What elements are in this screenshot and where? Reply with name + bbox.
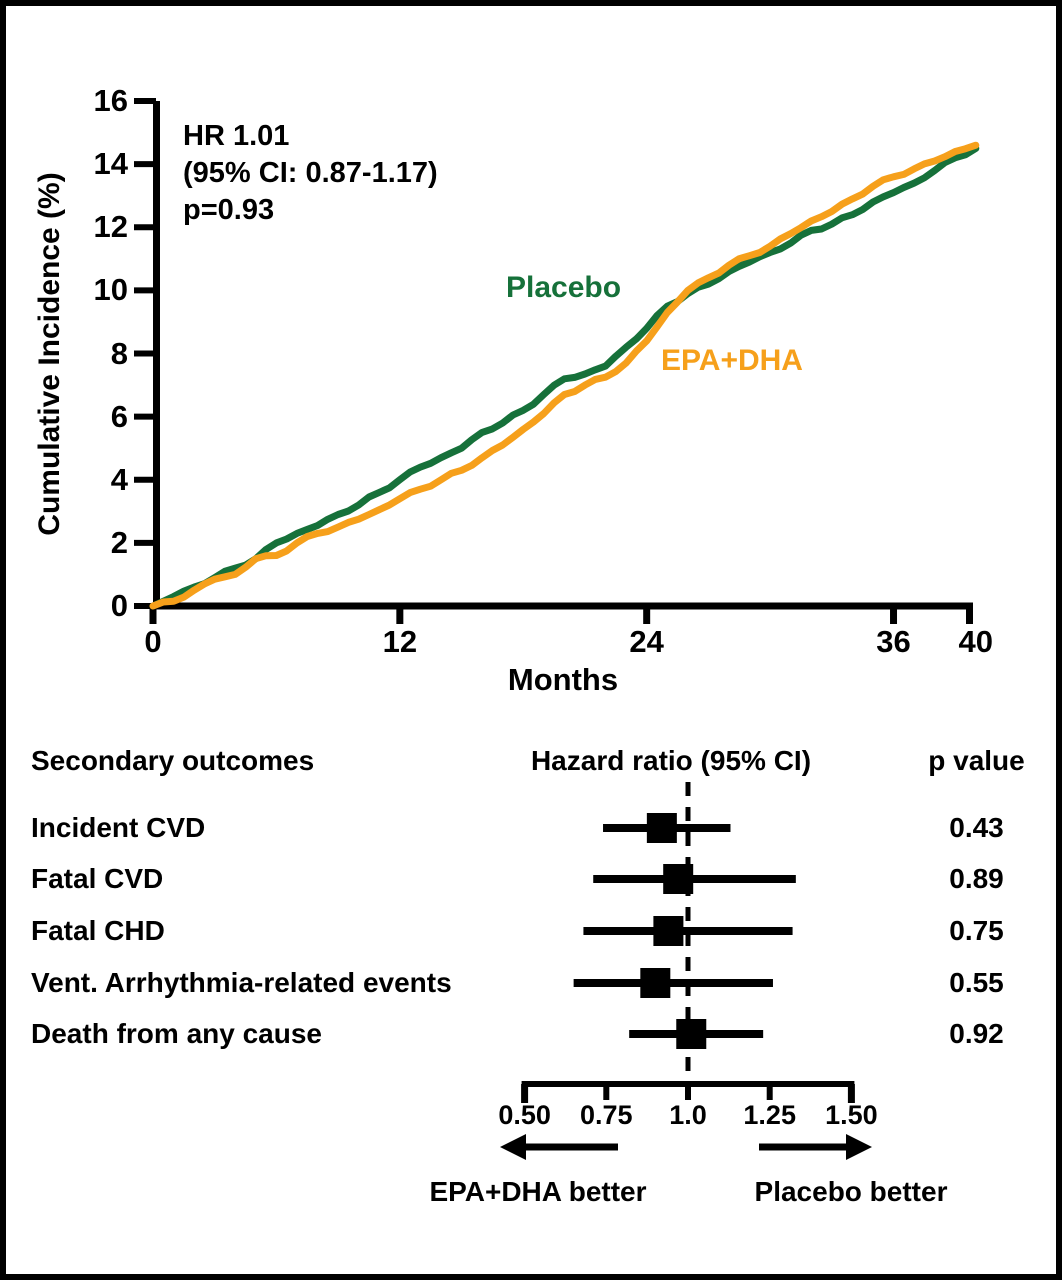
forest-header-p-value: p value <box>928 745 1025 776</box>
forest-row-label: Fatal CHD <box>31 915 165 946</box>
forest-row-p-value: 0.89 <box>949 863 1004 894</box>
km-x-tick-label: 12 <box>382 624 418 659</box>
km-y-tick-label: 0 <box>110 588 128 623</box>
forest-row-label: Incident CVD <box>31 812 206 843</box>
km-x-tick-label: 24 <box>629 624 664 659</box>
km-curve-placebo <box>149 144 980 610</box>
km-y-tick-label: 2 <box>110 524 128 560</box>
forest-row-label: Death from any cause <box>31 1018 322 1049</box>
arrow-left-head <box>500 1134 526 1160</box>
forest-point-square <box>676 1019 707 1049</box>
forest-row-p-value: 0.75 <box>949 915 1004 946</box>
forest-point-square <box>653 916 684 946</box>
arrow-right-head <box>846 1134 872 1160</box>
epadha-series-label: EPA+DHA <box>661 344 803 377</box>
forest-point-square <box>663 864 694 894</box>
km-y-tick-label: 10 <box>93 272 128 308</box>
forest-point-square <box>640 968 671 998</box>
forest-axis-tick-label: 1.50 <box>825 1100 878 1130</box>
forest-row-label: Vent. Arrhythmia-related events <box>31 967 452 998</box>
forest-axis-tick-label: 0.50 <box>498 1100 551 1130</box>
forest-axis-tick-label: 1.25 <box>743 1100 796 1130</box>
x-axis-title: Months <box>507 662 619 697</box>
km-annotation-line-ci: (95% CI: 0.87-1.17) <box>183 157 438 189</box>
km-y-tick-label: 6 <box>110 398 128 434</box>
km-curve-epa-dha <box>149 141 980 610</box>
km-annotation: HR 1.01 (95% CI: 0.87-1.17) p=0.93 <box>183 118 438 229</box>
km-y-tick-label: 8 <box>110 335 128 371</box>
km-annotation-line-hr: HR 1.01 <box>183 120 290 152</box>
forest-row-p-value: 0.55 <box>949 967 1004 998</box>
km-annotation-line-p: p=0.93 <box>183 194 275 226</box>
km-x-tick-label: 40 <box>958 624 994 659</box>
km-y-tick-label: 4 <box>110 461 128 497</box>
km-x-tick-label: 0 <box>144 624 162 659</box>
km-y-tick-label: 14 <box>93 146 128 182</box>
forest-row-p-value: 0.92 <box>949 1018 1004 1049</box>
forest-axis-tick-label: 0.75 <box>580 1100 633 1130</box>
km-y-tick-label: 16 <box>93 83 128 119</box>
direction-label-epadha-better: EPA+DHA better <box>429 1176 647 1207</box>
km-x-tick-label: 36 <box>876 624 911 659</box>
forest-axis-tick-label: 1.0 <box>669 1100 707 1130</box>
placebo-series-label: Placebo <box>506 271 622 304</box>
km-y-tick-label: 12 <box>93 209 128 245</box>
forest-header-outcomes: Secondary outcomes <box>31 745 315 776</box>
forest-header-hazard-ratio: Hazard ratio (95% CI) <box>530 745 812 776</box>
forest-row-label: Fatal CVD <box>31 863 164 894</box>
forest-point-square <box>646 813 677 843</box>
chart-canvas <box>134 98 980 1160</box>
forest-row-p-value: 0.43 <box>949 812 1004 843</box>
direction-label-placebo-better: Placebo better <box>754 1176 948 1207</box>
